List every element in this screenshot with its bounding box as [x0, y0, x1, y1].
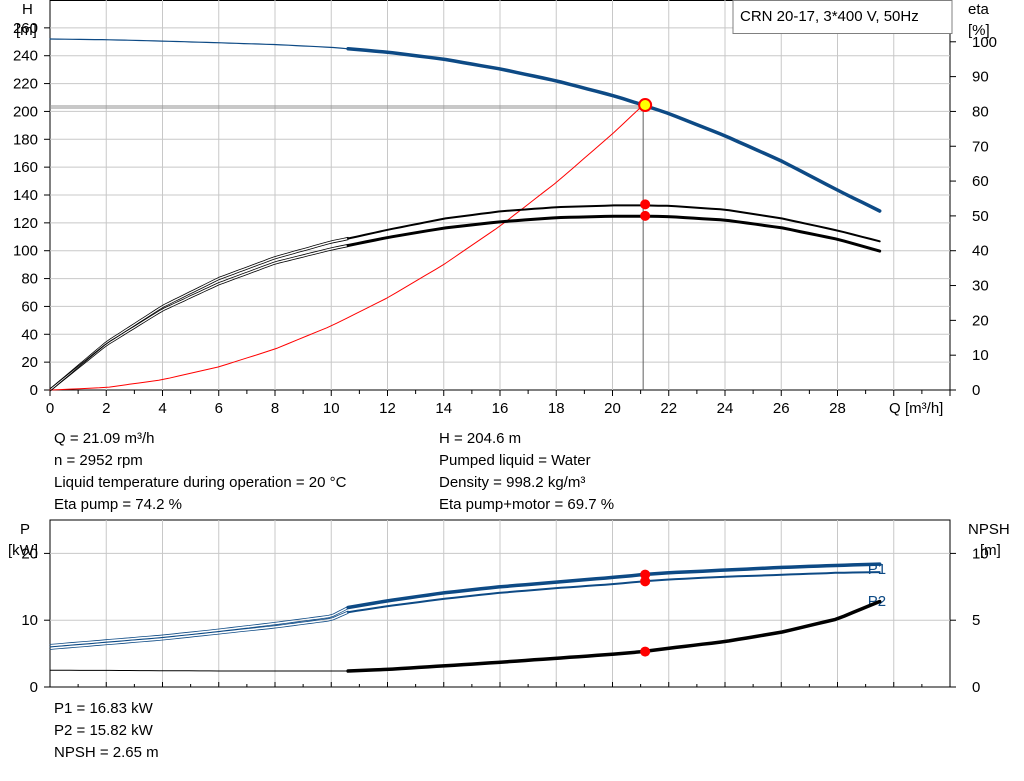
duty-point-marker: [638, 98, 653, 113]
npsh-curve-extrapolated: [49, 669, 349, 672]
top-y-tick-label: 160: [13, 159, 38, 176]
top-y-tick-label: 40: [21, 326, 38, 343]
top-x-tick-label: 16: [492, 400, 509, 417]
top-y2-tick-label: 20: [972, 312, 989, 329]
bottom-y-tick-label: 20: [21, 545, 38, 562]
p2-curve: [347, 571, 881, 614]
info-pumped-liquid: Pumped liquid = Water: [439, 452, 591, 469]
top-x-axis-unit: [m³/h]: [905, 400, 943, 417]
bottom-y2-tick-label: 5: [972, 612, 980, 629]
top-y2-tick-label: 10: [972, 347, 989, 364]
system-curve: [49, 104, 644, 391]
eta-pump-motor-curve: [346, 214, 882, 253]
info-p2: P2 = 15.82 kW: [54, 722, 153, 739]
top-x-tick-label: 28: [829, 400, 846, 417]
info-p1: P1 = 16.83 kW: [54, 700, 153, 717]
info-eta-pump-motor: Eta pump+motor = 69.7 %: [439, 496, 615, 513]
bottom-y-tick-label: 10: [21, 612, 38, 629]
info-npsh: NPSH = 2.65 m: [54, 744, 159, 761]
npsh-marker: [640, 646, 651, 657]
p1-series-label: P1: [868, 561, 886, 578]
top-y-tick-label: 80: [21, 271, 38, 288]
top-x-tick-label: 2: [102, 400, 110, 417]
top-y2-tick-label: 60: [972, 173, 989, 190]
top-y-tick-label: 0: [30, 382, 38, 399]
top-x-tick-label: 4: [158, 400, 166, 417]
info-head: H = 204.6 m: [439, 430, 522, 447]
bottom-y2-tick-label: 0: [972, 679, 980, 696]
top-y-tick-label: 100: [13, 243, 38, 260]
top-y-tick-label: 20: [21, 354, 38, 371]
top-y-tick-label: 240: [13, 48, 38, 65]
p2-curve-extrapolated-edge-a: [49, 610, 349, 648]
p1-curve-extrapolated-edge-a: [49, 605, 349, 645]
head-curve: [346, 47, 882, 213]
top-x-tick-label: 20: [604, 400, 621, 417]
top-y-tick-label: 200: [13, 103, 38, 120]
top-y-tick-label: 120: [13, 215, 38, 232]
info-density: Density = 998.2 kg/m³: [439, 474, 586, 491]
top-x-axis-label: Q: [889, 400, 901, 417]
top-x-tick-label: 6: [215, 400, 223, 417]
top-y-tick-label: 260: [13, 20, 38, 37]
top-x-tick-label: 24: [717, 400, 734, 417]
bottom-y-axis-label: P: [20, 521, 30, 538]
eta-marker: [640, 199, 651, 210]
bottom-y-axis-unit: [kW]: [8, 542, 38, 559]
top-y2-tick-label: 70: [972, 138, 989, 155]
p2-curve-extrapolated-edge-b: [49, 613, 349, 650]
legend-text: CRN 20-17, 3*400 V, 50Hz: [740, 8, 919, 25]
top-x-tick-label: 14: [435, 400, 452, 417]
npsh-curve: [346, 599, 882, 673]
eta-marker: [640, 210, 651, 221]
top-y2-axis-label: eta: [968, 1, 990, 18]
top-x-tick-label: 10: [323, 400, 340, 417]
operating-info-right: H = 204.6 m Pumped liquid = Water Densit…: [439, 428, 614, 516]
top-y2-tick-label: 80: [972, 103, 989, 120]
top-y2-tick-label: 90: [972, 69, 989, 86]
top-x-tick-label: 0: [46, 400, 54, 417]
top-x-tick-label: 12: [379, 400, 396, 417]
eta-pump-motor-curve-extrapolated-edge-a: [49, 243, 349, 390]
top-x-tick-label: 8: [271, 400, 279, 417]
p1-curve: [346, 562, 882, 610]
bottom-y2-axis-unit: [m]: [980, 542, 1001, 559]
top-y-axis-unit: [m]: [16, 22, 37, 39]
info-flow: Q = 21.09 m³/h: [54, 430, 155, 447]
top-y2-tick-label: 40: [972, 243, 989, 260]
eta-pump-curve-extrapolated-edge-b: [49, 239, 349, 392]
info-eta-pump: Eta pump = 74.2 %: [54, 496, 182, 513]
eta-pump-motor-curve-extrapolated-edge-b: [49, 246, 349, 392]
top-y2-tick-label: 50: [972, 208, 989, 225]
info-speed: n = 2952 rpm: [54, 452, 143, 469]
top-x-tick-label: 18: [548, 400, 565, 417]
p2-marker: [640, 576, 651, 587]
eta-pump-curve: [347, 204, 881, 243]
top-x-tick-label: 26: [773, 400, 790, 417]
power-info: P1 = 16.83 kW P2 = 15.82 kW NPSH = 2.65 …: [54, 698, 159, 764]
top-y-axis-label: H: [22, 1, 33, 18]
legend-box: [732, 0, 953, 34]
head-curve-extrapolated: [49, 38, 349, 50]
top-y2-tick-label: 30: [972, 278, 989, 295]
top-x-tick-label: 22: [660, 400, 677, 417]
top-y2-axis-unit: [%]: [968, 22, 990, 39]
eta-pump-curve-extrapolated-edge-a: [49, 236, 349, 390]
bottom-y2-axis-label: NPSH: [968, 521, 1010, 538]
top-y-tick-label: 60: [21, 298, 38, 315]
top-y2-tick-label: 0: [972, 382, 980, 399]
top-y-tick-label: 180: [13, 131, 38, 148]
bottom-y2-tick-label: 10: [972, 545, 989, 562]
top-y2-tick-label: 100: [972, 34, 997, 51]
bottom-y-tick-label: 0: [30, 679, 38, 696]
top-y-tick-label: 220: [13, 76, 38, 93]
top-y-tick-label: 140: [13, 187, 38, 204]
operating-info-left: Q = 21.09 m³/h n = 2952 rpm Liquid tempe…: [54, 428, 346, 516]
info-liquid-temperature: Liquid temperature during operation = 20…: [54, 474, 347, 491]
